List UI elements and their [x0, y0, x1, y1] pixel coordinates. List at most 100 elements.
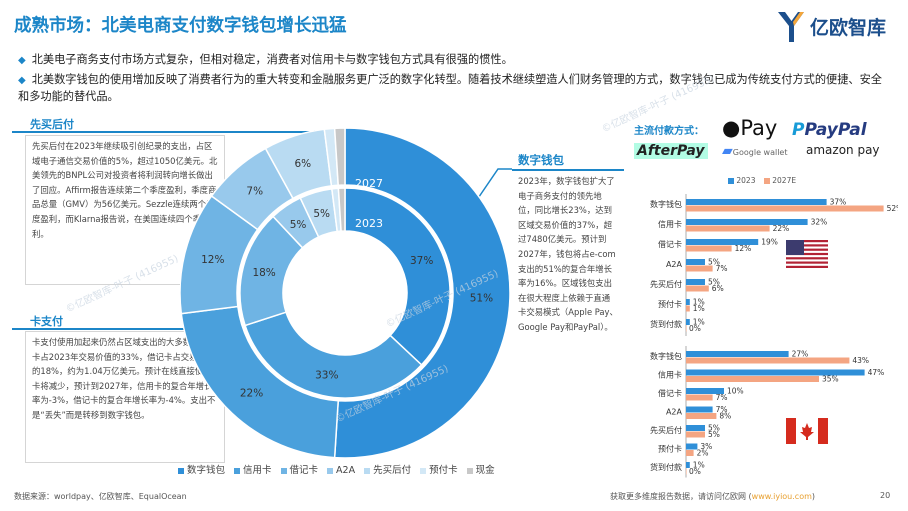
bar-category-label: 货到付款	[650, 319, 682, 329]
legend-item: 信用卡	[234, 465, 272, 476]
bar-2027E-2	[686, 245, 732, 252]
donut-label-2027-1: 22%	[240, 388, 263, 400]
footer-link[interactable]: www.iyiou.com	[751, 492, 812, 501]
bar-2023-2	[686, 239, 759, 245]
logo-icon	[778, 12, 804, 42]
bar-value-label: 43%	[852, 356, 869, 365]
bar-category-label: 预付卡	[658, 444, 682, 454]
bar-category-label: A2A	[666, 408, 683, 417]
bar-value-label: 52%	[887, 204, 898, 213]
donut-chart: 37% 33% 18% 5% 5% 51% 22% 12% 7% 6% 2027 2023	[180, 128, 510, 458]
diamond-bullet-icon: ◆	[18, 75, 26, 86]
us-bar-chart: 数字钱包37%52%信用卡32%22%借记卡19%12%A2A5%7%先买后付5…	[650, 194, 898, 336]
bullet-2: ◆ 北美数字钱包的使用增加反映了消费者行为的重大转变和金融服务更广泛的数字化转型。…	[18, 73, 882, 103]
bar-2023-6	[686, 462, 690, 468]
bar-legend: 2023 2027E	[728, 176, 796, 185]
bar-2023-5	[686, 443, 698, 450]
donut-slice-2023-1	[244, 311, 423, 399]
paypal-icon: P	[792, 120, 805, 140]
logo: 亿欧智库	[776, 10, 900, 44]
google-wallet-icon: ▰	[722, 143, 733, 159]
legend-swatch-2023	[728, 178, 734, 184]
bar-value-label: 7%	[716, 264, 728, 273]
bar-category-label: 信用卡	[658, 370, 682, 380]
diamond-bullet-icon: ◆	[18, 55, 26, 66]
bar-2023-2	[686, 388, 724, 394]
logo-text: 亿欧智库	[810, 17, 887, 39]
amazon-pay-logo: amazon pay	[806, 143, 880, 157]
legend-item: 先买后付	[364, 465, 411, 476]
afterpay-logo: AfterPay	[634, 143, 708, 159]
bar-2027E-1	[686, 376, 819, 382]
donut-slice-2023-6	[337, 187, 346, 232]
bar-category-label: 数字钱包	[650, 199, 682, 209]
legend-label: 预付卡	[429, 465, 458, 476]
legend-swatch	[280, 467, 287, 474]
bar-value-label: 32%	[811, 218, 828, 227]
bar-2027E-5	[686, 450, 694, 456]
card-callout-text: 卡支付使用加起来仍然占区域支出的大多数，信用卡占2023年交易价值的33%，借记…	[32, 337, 217, 420]
bar-category-label: 信用卡	[658, 219, 682, 229]
bar-2027E-0	[686, 205, 884, 212]
card-callout-title: 卡支付	[30, 315, 63, 328]
donut-label-2023-4: 5%	[313, 208, 330, 220]
legend-label: A2A	[336, 465, 356, 476]
bar-2023-4	[686, 279, 705, 285]
bnpl-callout-title: 先买后付	[30, 118, 74, 131]
legend-swatch	[327, 467, 334, 474]
bar-category-label: 先买后付	[650, 425, 682, 435]
bar-value-label: 35%	[822, 375, 839, 384]
bar-category-label: 数字钱包	[650, 351, 682, 361]
canada-bar-chart: 数字钱包 27%43%信用卡 47%35%借记卡 10%7%A2A 7%8%先买后付 5%…	[650, 346, 885, 478]
bar-value-label: 6%	[712, 284, 724, 293]
bar-2027E-5	[686, 305, 690, 312]
card-callout-line	[12, 328, 192, 330]
bar-value-label: 5%	[708, 424, 720, 433]
bar-value-label: 0%	[689, 467, 701, 476]
bar-category-label: 借记卡	[658, 388, 682, 398]
legend-swatch	[466, 467, 473, 474]
bar-value-label: 5%	[708, 278, 720, 287]
page-number: 20	[880, 491, 891, 500]
bar-2023-3	[686, 259, 705, 265]
bar-value-label: 22%	[773, 224, 790, 233]
legend-label: 先买后付	[373, 465, 412, 476]
bar-value-label: 37%	[830, 198, 847, 207]
legend-swatch	[364, 467, 371, 474]
bullet-1: ◆ 北美电子商务支付市场方式复杂，但相对稳定，消费者对信用卡与数字钱包方式具有很强…	[18, 53, 513, 66]
wallet-callout-title: 数字钱包	[518, 153, 564, 167]
legend-label: 数字钱包	[187, 465, 226, 476]
donut-label-2023-1: 33%	[315, 369, 338, 381]
wallet-callout-line	[512, 169, 624, 171]
bar-value-label: 12%	[735, 244, 752, 253]
legend-item: 数字钱包	[178, 465, 225, 476]
bar-2027E-3	[686, 265, 713, 272]
bar-2027E-6	[686, 325, 687, 332]
bar-category-label: 先买后付	[650, 279, 682, 289]
donut-label-2027-4: 6%	[294, 158, 311, 170]
bar-value-label: 1%	[693, 298, 705, 307]
donut-legend: 数字钱包 信用卡 借记卡 A2A 先买后付 预付卡 现金	[178, 462, 504, 476]
donut-label-2027-2: 12%	[201, 254, 224, 266]
bar-2023-5	[686, 299, 690, 305]
bar-value-label: 27%	[792, 350, 809, 359]
donut-label-2023-3: 5%	[290, 219, 307, 231]
bar-value-label: 0%	[689, 324, 701, 333]
bar-value-label: 47%	[868, 368, 885, 377]
bar-value-label: 2%	[697, 449, 709, 458]
canada-flag-icon	[786, 418, 828, 444]
legend-label: 现金	[475, 465, 495, 476]
card-callout-box: 卡支付使用加起来仍然占区域支出的大多数，信用卡占2023年交易价值的33%，借记…	[25, 331, 225, 463]
bar-value-label: 3%	[700, 442, 712, 451]
payment-methods-label: 主流付款方式：	[634, 126, 704, 137]
bar-value-label: 5%	[708, 258, 720, 267]
legend-item: A2A	[327, 465, 355, 476]
donut-label-2023-0: 37%	[410, 255, 433, 267]
bar-value-label: 1%	[693, 461, 705, 470]
bar-value-label: 8%	[719, 412, 731, 421]
bar-category-label: 预付卡	[658, 299, 682, 309]
bar-value-label: 19%	[761, 238, 778, 247]
bar-value-label: 1%	[693, 318, 705, 327]
legend-swatch	[234, 467, 241, 474]
google-wallet-logo: ▰Google wallet	[722, 143, 788, 159]
